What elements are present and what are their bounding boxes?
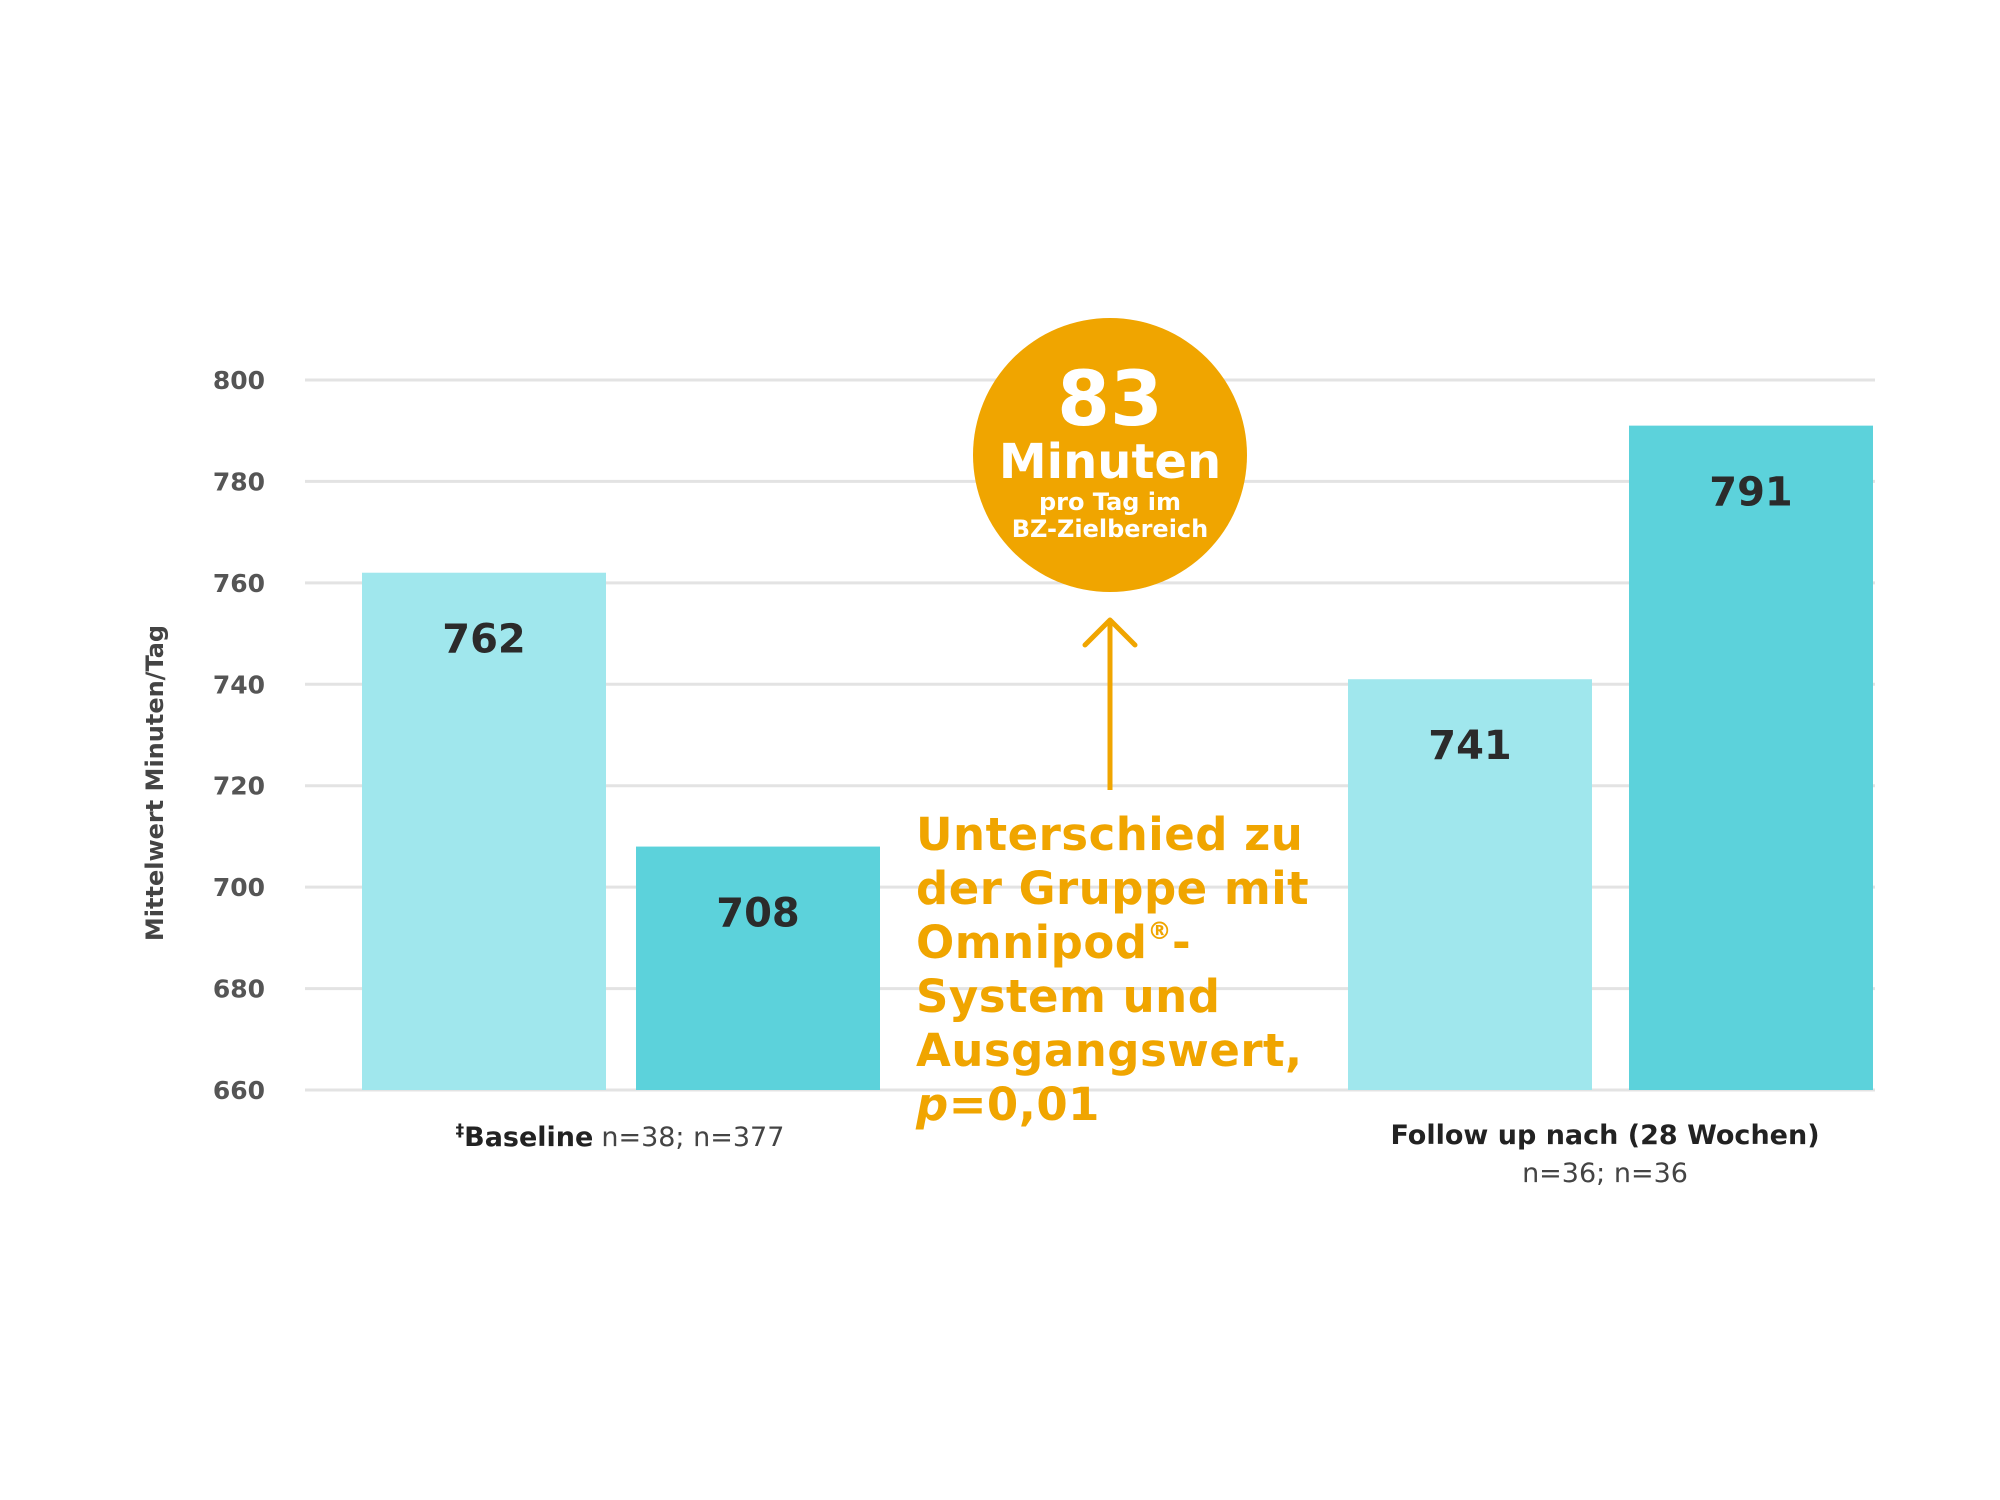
callout-line-6: p=0,01 <box>916 1078 1356 1132</box>
category-label-baseline: ‡Baseline n=38; n=377 <box>456 1121 785 1153</box>
y-tick-label-660: 660 <box>213 1076 265 1105</box>
p-value: =0,01 <box>948 1078 1100 1131</box>
baseline-label: Baseline <box>464 1122 593 1153</box>
bar-value-label-741: 741 <box>1428 723 1512 769</box>
y-tick-label-720: 720 <box>213 772 265 801</box>
callout-line-4: System und <box>916 970 1221 1023</box>
follow-up-sample-size: n=36; n=36 <box>1522 1158 1688 1189</box>
arrow-up-icon <box>1082 617 1138 790</box>
difference-callout: Unterschied zu der Gruppe mit Omnipod®- … <box>916 808 1356 1132</box>
y-tick-label-700: 700 <box>213 873 265 902</box>
badge-unit: Minuten <box>999 434 1221 490</box>
bar-labels: 762 708 741 791 <box>442 470 1793 937</box>
y-tick-label-760: 760 <box>213 569 265 598</box>
p-symbol: p <box>916 1078 949 1131</box>
y-tick-label-740: 740 <box>213 670 265 699</box>
callout-line-5: Ausgangswert, <box>916 1024 1303 1077</box>
baseline-footnote-mark: ‡ <box>456 1121 465 1141</box>
callout-product-name: Omnipod <box>916 916 1148 969</box>
callout-line-2: der Gruppe mit <box>916 862 1310 915</box>
bar-follow-up-1 <box>1348 679 1592 1090</box>
bar-value-label-791: 791 <box>1709 470 1793 516</box>
badge-circle <box>973 318 1247 592</box>
y-tick-label-780: 780 <box>213 467 265 496</box>
bar-follow-up-2 <box>1629 425 1873 1091</box>
bar-baseline-2 <box>636 846 880 1090</box>
baseline-sample-size: n=38; n=377 <box>601 1122 784 1153</box>
registered-mark: ® <box>1147 917 1172 945</box>
callout-line-3: Omnipod®- <box>916 916 1356 970</box>
highlight-badge: 83 Minuten pro Tag im BZ-Zielbereich <box>973 318 1247 592</box>
y-tick-label-800: 800 <box>213 366 265 395</box>
bars <box>362 425 1873 1091</box>
bar-value-label-708: 708 <box>716 891 800 937</box>
callout-hyphen: - <box>1171 916 1192 969</box>
bar-value-label-762: 762 <box>442 617 526 663</box>
y-axis-ticks: 800 780 760 740 720 700 680 660 <box>213 366 265 1105</box>
y-tick-label-680: 680 <box>213 975 265 1004</box>
badge-line-1: pro Tag im <box>1039 488 1181 516</box>
bar-baseline-1 <box>362 572 606 1090</box>
badge-number: 83 <box>1057 354 1163 443</box>
badge-line-2: BZ-Zielbereich <box>1012 515 1208 543</box>
y-axis-title: Mittelwert Minuten/Tag <box>141 625 169 941</box>
callout-line-1: Unterschied zu <box>916 808 1304 861</box>
category-label-follow-up: Follow up nach (28 Wochen) <box>1390 1120 1819 1151</box>
